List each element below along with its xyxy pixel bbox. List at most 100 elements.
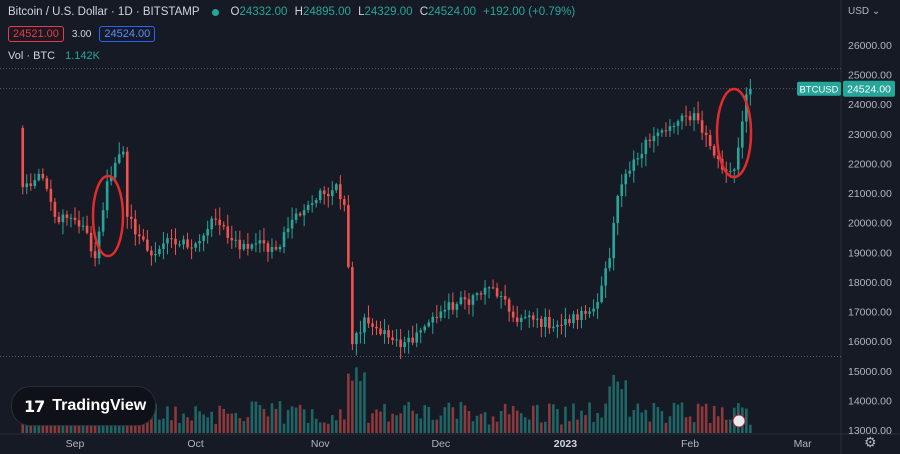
- candle: [483, 287, 487, 295]
- candle: [648, 139, 652, 142]
- annotation-ellipse: [715, 87, 753, 179]
- volume-bar: [250, 401, 254, 433]
- candle: [61, 214, 65, 223]
- volume-bar: [419, 418, 423, 433]
- volume-bar: [351, 380, 354, 433]
- symbol-title[interactable]: Bitcoin / U.S. Dollar · 1D · BITSTAMP: [8, 6, 200, 18]
- buy-button[interactable]: 24524.00: [99, 26, 156, 42]
- volume-bar: [745, 408, 748, 433]
- candle: [258, 240, 262, 244]
- candle: [511, 311, 515, 318]
- volume-bar: [330, 415, 334, 433]
- candle: [274, 247, 278, 250]
- volume-bar: [335, 420, 338, 433]
- candle: [636, 158, 640, 160]
- volume-bar: [640, 412, 644, 433]
- symbol-label-box: [797, 81, 841, 96]
- volume-bar: [519, 413, 523, 433]
- volume-bar: [636, 403, 640, 433]
- volume-bar: [314, 418, 318, 433]
- volume-bar: [162, 418, 165, 433]
- candle: [668, 126, 672, 131]
- price-tick-label: 26000.00: [848, 40, 892, 52]
- candle: [383, 330, 386, 335]
- candle: [600, 285, 603, 303]
- candle: [93, 251, 97, 259]
- price-tick-label: 17000.00: [848, 307, 892, 319]
- candle: [749, 88, 752, 95]
- volume-bar: [379, 411, 382, 433]
- candle: [415, 332, 418, 343]
- candle: [234, 239, 238, 241]
- candle: [294, 213, 298, 220]
- candle: [664, 130, 668, 132]
- candle: [45, 178, 49, 189]
- volume-bar: [576, 419, 579, 433]
- candle: [142, 236, 145, 240]
- tradingview-logo-icon: 17: [24, 396, 45, 416]
- volume-bar: [439, 415, 443, 433]
- volume-bar: [664, 422, 668, 433]
- volume-bar: [298, 404, 302, 433]
- candle: [540, 318, 543, 327]
- candle: [322, 190, 326, 194]
- candle: [745, 94, 748, 122]
- candle: [696, 113, 700, 121]
- volume-bar: [282, 423, 286, 433]
- candle: [286, 228, 290, 233]
- currency-select[interactable]: USD ⌄: [848, 6, 880, 17]
- volume-legend[interactable]: Vol · BTC 1.142K: [8, 50, 100, 62]
- volume-bar: [403, 405, 406, 433]
- volume-bar: [463, 405, 467, 433]
- high-value: 24895.00: [302, 6, 351, 18]
- volume-bar: [556, 409, 559, 433]
- candle: [548, 316, 551, 329]
- volume-bar: [339, 409, 342, 433]
- price-tick-label: 22000.00: [848, 158, 892, 170]
- volume-bar: [262, 408, 266, 433]
- candle: [351, 267, 354, 345]
- volume-bar: [383, 404, 386, 433]
- volume-bar: [584, 415, 587, 433]
- volume-bar: [347, 373, 350, 433]
- volume-bar: [391, 413, 394, 433]
- volume-bar: [178, 422, 181, 433]
- volume-bar: [515, 410, 519, 433]
- candle: [564, 319, 567, 325]
- candle: [298, 213, 302, 216]
- candle: [620, 184, 624, 197]
- candle: [81, 225, 85, 227]
- candle: [190, 247, 193, 249]
- candle: [186, 239, 189, 248]
- sell-button[interactable]: 24521.00: [8, 26, 64, 42]
- time-tick-label: Sep: [66, 438, 85, 450]
- volume-bar: [41, 421, 45, 433]
- time-tick-label: Feb: [681, 438, 699, 450]
- volume-bar: [708, 422, 712, 433]
- gear-icon[interactable]: ⚙: [864, 434, 877, 450]
- candle: [451, 302, 455, 310]
- symbol-label: BTCUSD: [799, 85, 838, 96]
- volume-label: Vol · BTC: [8, 50, 56, 62]
- candle: [117, 154, 121, 163]
- volume-bar: [536, 404, 539, 433]
- candle: [318, 190, 322, 201]
- candle: [580, 310, 583, 321]
- volume-bar: [435, 419, 439, 433]
- candle: [105, 181, 109, 211]
- candle: [57, 216, 61, 223]
- candle: [250, 244, 254, 249]
- trade-row: 24521.00 3.00 24524.00: [8, 26, 156, 42]
- chevron-down-icon: ⌄: [871, 6, 881, 17]
- candle: [588, 311, 591, 314]
- candle: [556, 324, 559, 327]
- volume-bar: [483, 412, 487, 433]
- candle: [419, 330, 423, 333]
- price-tick-label: 19000.00: [848, 247, 892, 259]
- tradingview-logo[interactable]: 17 TradingView: [11, 386, 156, 426]
- volume-bar: [548, 403, 551, 433]
- candle: [700, 120, 704, 133]
- candle: [704, 132, 708, 136]
- candle: [515, 317, 519, 322]
